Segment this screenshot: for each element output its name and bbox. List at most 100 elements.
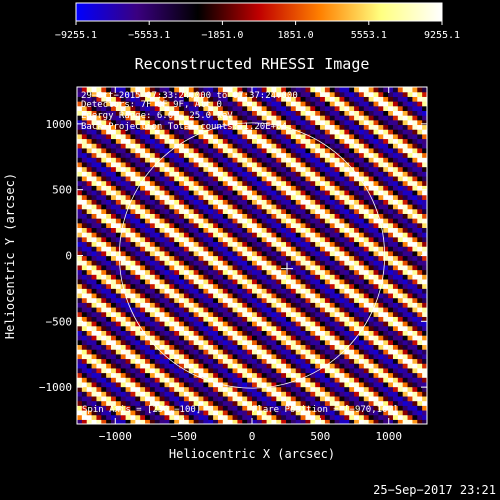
heatmap-cell (290, 213, 297, 219)
heatmap-cell (203, 297, 209, 303)
heatmap-cell (222, 105, 229, 112)
heatmap-cell (188, 395, 195, 402)
heatmap-cell (252, 175, 258, 182)
heatmap-cell (232, 189, 239, 196)
heatmap-cell (315, 391, 321, 397)
heatmap-cell (96, 208, 102, 214)
heatmap-cell (106, 377, 112, 383)
heatmap-cell (198, 227, 204, 233)
heatmap-cell (290, 204, 297, 210)
heatmap-cell (81, 325, 88, 331)
heatmap-cell (140, 189, 146, 196)
heatmap-cell (290, 175, 297, 182)
heatmap-cell (159, 358, 166, 364)
heatmap-cell (324, 175, 331, 182)
heatmap-cell (354, 218, 360, 224)
heatmap-cell (91, 311, 98, 317)
heatmap-cell (324, 400, 331, 406)
heatmap-cell (378, 143, 384, 149)
heatmap-cell (81, 409, 88, 416)
heatmap-cell (169, 400, 175, 406)
heatmap-cell (145, 363, 151, 369)
heatmap-cell (222, 143, 229, 149)
heatmap-cell (193, 316, 200, 322)
heatmap-cell (305, 222, 311, 229)
heatmap-cell (222, 372, 229, 378)
heatmap-cell (392, 101, 399, 107)
heatmap-cell (111, 274, 117, 280)
heatmap-cell (266, 344, 273, 350)
heatmap-cell (81, 189, 88, 196)
heatmap-cell (368, 222, 375, 229)
heatmap-cell (388, 138, 394, 144)
heatmap-cell (193, 232, 200, 238)
heatmap-cell (378, 264, 384, 271)
heatmap-cell (247, 381, 253, 388)
heatmap-cell (198, 250, 204, 257)
heatmap-cell (334, 358, 341, 364)
heatmap-cell (193, 133, 200, 140)
heatmap-cell (383, 222, 389, 229)
heatmap-cell (130, 218, 136, 224)
heatmap-cell (310, 391, 316, 397)
heatmap-cell (77, 204, 83, 210)
heatmap-cell (300, 185, 307, 191)
heatmap-cell (227, 391, 234, 397)
heatmap-cell (81, 372, 88, 378)
heatmap-cell (232, 306, 239, 313)
heatmap-cell (252, 311, 258, 317)
heatmap-cell (373, 330, 379, 336)
heatmap-cell (315, 269, 321, 275)
heatmap-cell (354, 236, 360, 243)
heatmap-cell (252, 344, 258, 350)
heatmap-cell (227, 175, 234, 182)
heatmap-cell (149, 199, 156, 205)
heatmap-cell (402, 353, 409, 360)
heatmap-cell (77, 246, 83, 252)
heatmap-cell (115, 199, 122, 205)
heatmap-cell (135, 246, 141, 252)
heatmap-cell (247, 344, 253, 350)
heatmap-cell (149, 395, 156, 402)
heatmap-cell (392, 269, 399, 275)
heatmap-cell (388, 101, 394, 107)
heatmap-cell (349, 381, 355, 388)
heatmap-cell (310, 161, 316, 168)
heatmap-cell (77, 180, 83, 186)
heatmap-cell (81, 297, 88, 303)
heatmap-cell (81, 101, 88, 107)
heatmap-cell (222, 124, 229, 130)
heatmap-cell (135, 143, 141, 149)
heatmap-cell (397, 124, 404, 130)
heatmap-cell (358, 255, 365, 261)
heatmap-cell (286, 414, 292, 420)
heatmap-cell (373, 381, 379, 388)
heatmap-cell (271, 124, 277, 130)
heatmap-cell (111, 372, 117, 378)
heatmap-cell (120, 339, 127, 346)
heatmap-cell (140, 377, 146, 383)
heatmap-cell (412, 232, 418, 238)
heatmap-cell (81, 381, 88, 388)
heatmap-cell (188, 306, 195, 313)
heatmap-cell (96, 236, 102, 243)
heatmap-cell (363, 241, 370, 247)
heatmap-cell (140, 274, 146, 280)
heatmap-cell (135, 152, 141, 158)
heatmap-cell (169, 129, 175, 135)
heatmap-cell (373, 292, 379, 299)
heatmap-cell (363, 147, 370, 154)
heatmap-cell (334, 372, 341, 378)
heatmap-cell (305, 110, 311, 116)
heatmap-cell (213, 330, 219, 336)
heatmap-cell (81, 171, 88, 177)
heatmap-cell (120, 344, 127, 350)
heatmap-cell (242, 260, 248, 266)
heatmap-cell (334, 311, 341, 317)
heatmap-cell (354, 386, 360, 392)
heatmap-cell (149, 208, 156, 214)
heatmap-cell (300, 316, 307, 322)
heatmap-cell (232, 157, 239, 163)
heatmap-cell (266, 325, 273, 331)
heatmap-cell (125, 386, 132, 392)
